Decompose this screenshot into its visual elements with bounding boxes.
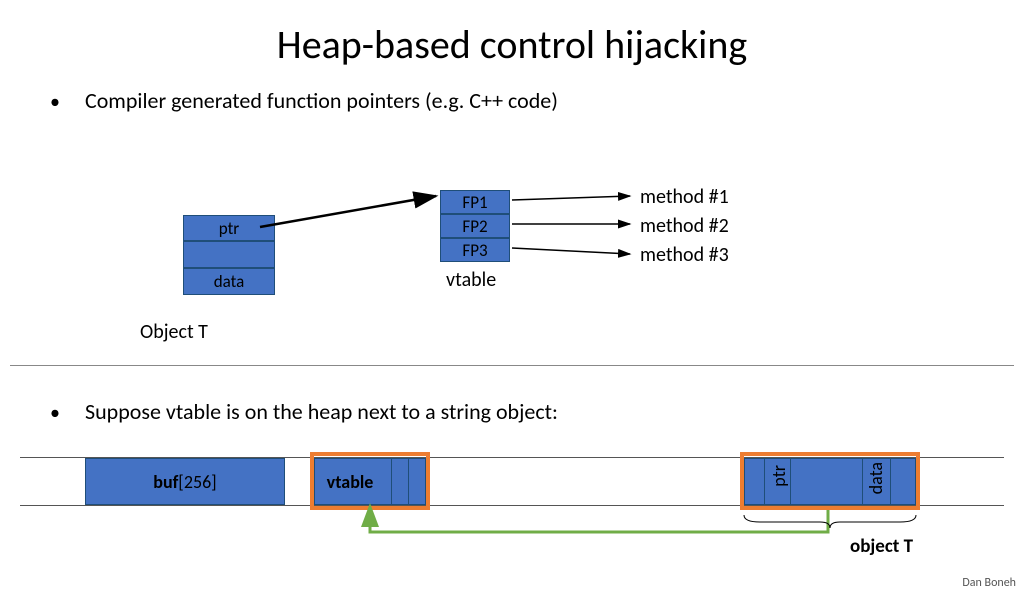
obj-seg1 [764,458,765,505]
object-t-ptr-cell: ptr [183,215,275,241]
heap-obj-caption: object T [850,535,913,558]
heap-vtable-cell: vtable [314,458,426,505]
vtable-seg1 [391,458,392,505]
obj-seg4 [890,458,891,505]
vtable-fp1: FP1 [440,190,510,214]
object-t-mid-cell [183,241,275,268]
bullet-1-text: Compiler generated function pointers (e.… [85,87,558,114]
fp2-label: FP2 [462,216,487,237]
obj-seg3 [862,458,863,505]
vtable-fp3: FP3 [440,238,510,262]
bullet-2-text: Suppose vtable is on the heap next to a … [85,398,558,425]
arrow-ptr-vtable [260,196,436,227]
heap-buf-cell: buf[256] [85,458,285,505]
method-1-label: method #1 [640,185,729,209]
fp1-label: FP1 [462,192,487,213]
bullet-2: Suppose vtable is on the heap next to a … [50,398,558,425]
buf-label: buf[256] [153,471,216,493]
heap-vtable-label: vtable [327,471,374,493]
vtable-seg2 [408,458,409,505]
vtable-caption: vtable [446,268,496,292]
heap-data-vlabel: data [865,462,887,494]
method-2-label: method #2 [640,214,729,238]
arrow-green [370,510,828,532]
divider-line [10,365,1014,366]
arrow-fp1 [512,196,630,200]
vtable-fp2: FP2 [440,214,510,238]
arrow-fp3 [512,248,630,254]
obj-seg2 [790,458,791,505]
object-t-data-cell: data [183,268,275,295]
ptr-label: ptr [219,218,239,239]
author-label: Dan Boneh [962,576,1016,590]
heap-ptr-vlabel: ptr [768,465,790,487]
slide-title: Heap-based control hijacking [0,20,1024,69]
fp3-label: FP3 [462,240,487,261]
data-label: data [214,271,245,292]
object-t-caption: Object T [140,320,208,344]
brace-object-t [744,515,916,528]
bullet-1: Compiler generated function pointers (e.… [50,87,1024,114]
method-3-label: method #3 [640,243,729,267]
